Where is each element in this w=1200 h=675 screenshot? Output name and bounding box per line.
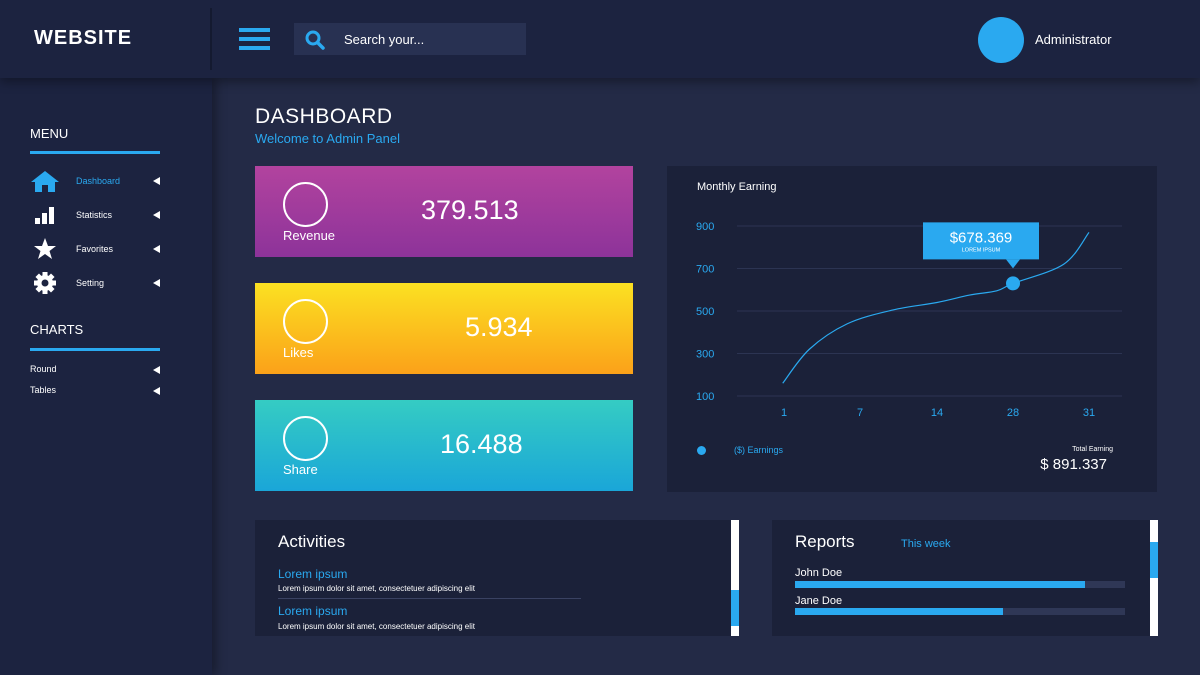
chevron-left-icon xyxy=(153,366,160,374)
reports-scrollbar[interactable] xyxy=(1150,520,1158,636)
report-progress-fill xyxy=(795,608,1003,615)
revenue-card[interactable]: Revenue 379.513 xyxy=(255,166,633,257)
tooltip-pointer xyxy=(1006,259,1020,269)
charts-section-title: CHARTS xyxy=(30,322,84,337)
likes-card[interactable]: Likes 5.934 xyxy=(255,283,633,374)
sidebar-item-label: Setting xyxy=(76,278,105,288)
avatar[interactable] xyxy=(978,17,1024,63)
chevron-left-icon xyxy=(153,211,160,219)
tooltip-caption: LOREM IPSUM xyxy=(962,247,1001,253)
share-ring-icon xyxy=(283,416,328,461)
activity-title[interactable]: Lorem ipsum xyxy=(278,604,348,618)
chevron-left-icon xyxy=(153,387,160,395)
activity-text: Lorem ipsum dolor sit amet, consectetuer… xyxy=(278,584,475,593)
menu-bar-middle xyxy=(239,37,270,41)
activities-panel: Activities Lorem ipsum Lorem ipsum dolor… xyxy=(255,520,739,636)
scrollbar-thumb[interactable] xyxy=(1150,542,1158,578)
x-tick-label: 14 xyxy=(931,407,943,419)
sidebar-item-dashboard[interactable]: Dashboard xyxy=(30,168,162,194)
y-tick-label: 100 xyxy=(696,391,714,403)
menu-toggle-icon[interactable] xyxy=(239,28,270,50)
main-content: DASHBOARD Welcome to Admin Panel Revenue… xyxy=(212,78,1200,675)
total-earning-value: $ 891.337 xyxy=(1040,456,1107,473)
sidebar-item-label: Dashboard xyxy=(76,176,121,186)
x-tick-label: 7 xyxy=(857,407,863,419)
sidebar-item-label: Favorites xyxy=(76,244,114,254)
y-tick-label: 500 xyxy=(696,306,714,318)
tooltip-box xyxy=(923,222,1039,260)
y-tick-label: 300 xyxy=(696,349,714,361)
search-box[interactable] xyxy=(294,23,526,55)
likes-ring-icon xyxy=(283,299,328,344)
tooltip-value: $678.369 xyxy=(950,229,1013,246)
chevron-left-icon xyxy=(153,177,160,185)
menu-section-title: MENU xyxy=(30,126,69,141)
activity-text: Lorem ipsum dolor sit amet, consectetuer… xyxy=(278,622,475,631)
chevron-left-icon xyxy=(153,245,160,253)
x-tick-label: 1 xyxy=(781,407,787,419)
report-name: John Doe xyxy=(795,567,843,579)
earnings-series-line xyxy=(782,232,1090,384)
header-divider xyxy=(210,8,212,70)
username[interactable]: Administrator xyxy=(1035,32,1112,47)
brand-logo[interactable]: WEBSITE xyxy=(34,27,133,49)
menu-bar-bottom xyxy=(239,46,270,50)
revenue-ring-icon xyxy=(283,182,328,227)
revenue-value: 379.513 xyxy=(421,195,519,225)
sidebar-item-statistics[interactable]: Statistics xyxy=(30,202,162,228)
sidebar: MENU Dashboard Statistics Favorites xyxy=(0,78,212,675)
menu-section-underline xyxy=(30,151,160,154)
page-title: DASHBOARD xyxy=(255,105,393,128)
charts-section-underline xyxy=(30,348,160,351)
total-earning-label: Total Earning xyxy=(1072,446,1113,453)
report-progress-fill xyxy=(795,581,1086,588)
chart-title: Monthly Earning xyxy=(697,181,777,193)
likes-value: 5.934 xyxy=(465,312,533,342)
menu-bar-top xyxy=(239,28,270,32)
home-icon xyxy=(31,171,59,192)
report-progress-track xyxy=(795,608,1125,615)
y-tick-label: 900 xyxy=(696,221,714,233)
revenue-label: Revenue xyxy=(283,228,336,243)
x-tick-label: 31 xyxy=(1083,407,1095,419)
share-value: 16.488 xyxy=(440,429,523,459)
gear-icon xyxy=(34,272,56,294)
sidebar-item-round[interactable]: Round xyxy=(30,362,162,378)
star-icon xyxy=(34,238,56,259)
y-tick-label: 700 xyxy=(696,264,714,276)
search-icon[interactable] xyxy=(304,29,326,51)
likes-label: Likes xyxy=(283,345,314,360)
legend-label: ($) Earnings xyxy=(734,445,784,455)
reports-panel: Reports This week John Doe Jane Doe xyxy=(772,520,1158,636)
earning-line-chart: 900 700 500 300 100 1 7 14 28 31 $678.369 LOREM … xyxy=(696,221,1122,419)
activity-divider xyxy=(278,598,581,599)
sidebar-item-favorites[interactable]: Favorites xyxy=(30,236,162,262)
share-label: Share xyxy=(283,462,318,477)
activity-title[interactable]: Lorem ipsum xyxy=(278,567,348,581)
sidebar-item-setting[interactable]: Setting xyxy=(30,270,162,296)
sidebar-item-label: Round xyxy=(30,364,57,374)
value-tooltip: $678.369 LOREM IPSUM xyxy=(923,222,1039,269)
share-card[interactable]: Share 16.488 xyxy=(255,400,633,491)
report-progress-track xyxy=(795,581,1125,588)
sidebar-item-tables[interactable]: Tables xyxy=(30,383,162,399)
report-name: Jane Doe xyxy=(795,595,843,607)
legend-dot xyxy=(697,446,706,455)
x-tick-label: 28 xyxy=(1007,407,1019,419)
activities-scrollbar[interactable] xyxy=(731,520,739,636)
reports-period-filter[interactable]: This week xyxy=(901,538,951,550)
chevron-left-icon xyxy=(153,279,160,287)
sidebar-item-label: Tables xyxy=(30,385,57,395)
sidebar-item-label: Statistics xyxy=(76,210,113,220)
top-bar: WEBSITE Administrator xyxy=(0,0,1200,78)
highlight-point[interactable] xyxy=(1006,276,1020,291)
scrollbar-thumb[interactable] xyxy=(731,590,739,626)
reports-title: Reports xyxy=(795,532,855,551)
search-input[interactable] xyxy=(344,23,519,55)
bar-chart-icon xyxy=(35,207,54,224)
page-subtitle: Welcome to Admin Panel xyxy=(255,131,400,146)
monthly-earning-panel: Monthly Earning 900 700 500 300 100 1 7 14 28 31… xyxy=(667,166,1157,492)
activities-title: Activities xyxy=(278,532,346,551)
